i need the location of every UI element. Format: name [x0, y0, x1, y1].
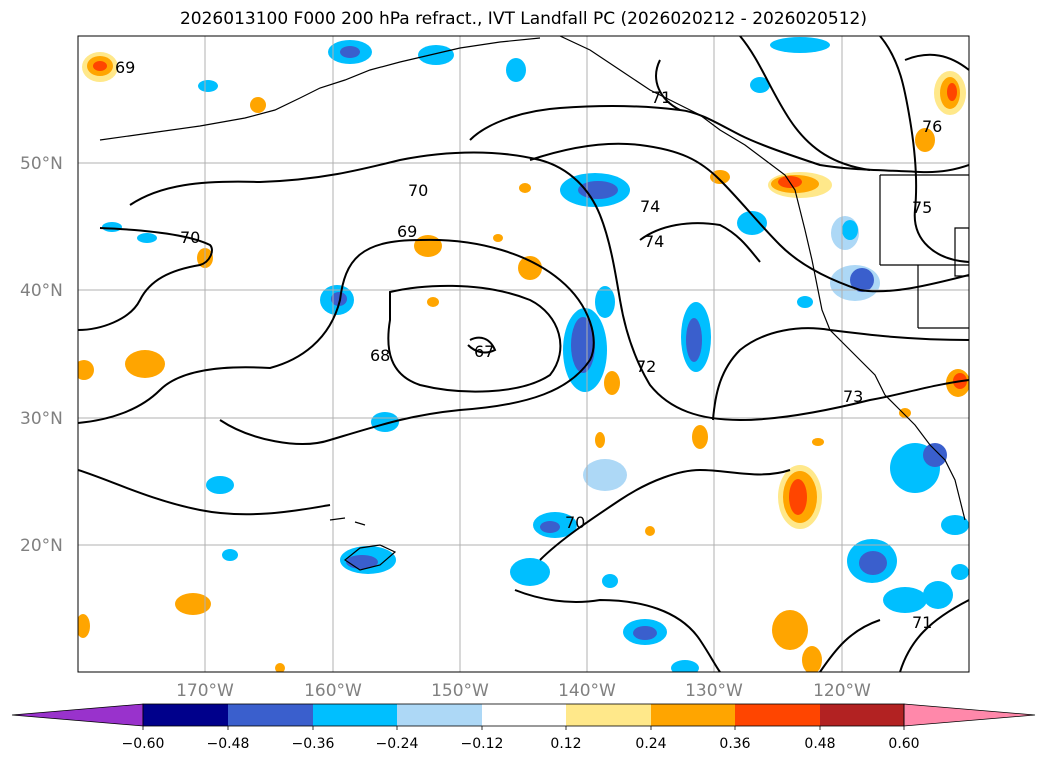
lon-label-170w: 170°W — [176, 681, 234, 701]
contours — [78, 36, 969, 672]
svg-text:72: 72 — [636, 357, 656, 376]
colorbar-segment — [143, 704, 228, 726]
lon-label-130w: 130°W — [685, 681, 743, 701]
colorbar-extend-max — [903, 703, 1036, 727]
colorbar-tick-label: 0.36 — [719, 736, 750, 752]
colorbar-segment — [397, 704, 482, 726]
svg-text:75: 75 — [912, 198, 932, 217]
svg-text:70: 70 — [408, 181, 428, 200]
plot-frame — [77, 35, 970, 673]
colorbar: −0.60 −0.48 −0.36 −0.24 −0.12 0.12 0.24 … — [11, 703, 1036, 752]
lon-label-150w: 150°W — [431, 681, 489, 701]
colorbar-segment — [735, 704, 820, 726]
coastlines — [99, 36, 969, 571]
lon-label-160w: 160°W — [304, 681, 362, 701]
svg-text:69: 69 — [397, 222, 417, 241]
colorbar-extend-min — [11, 703, 144, 727]
lat-label-30n: 30°N — [20, 409, 63, 429]
colorbar-segment — [313, 704, 397, 726]
svg-text:76: 76 — [922, 117, 942, 136]
map-title: 2026013100 F000 200 hPa refract., IVT La… — [179, 9, 867, 29]
colorbar-segment — [820, 704, 904, 726]
colorbar-tick-label: −0.24 — [376, 736, 419, 752]
contour-labels: 69 70 69 70 68 67 74 74 71 72 73 75 76 7… — [115, 58, 942, 632]
colorbar-tick-label: −0.36 — [292, 736, 335, 752]
svg-text:70: 70 — [565, 513, 585, 532]
colorbar-segment — [651, 704, 735, 726]
colorbar-tick-label: 0.24 — [635, 736, 666, 752]
svg-text:74: 74 — [640, 197, 660, 216]
colorbar-tick-label: 0.60 — [888, 736, 919, 752]
colorbar-tick-label: −0.48 — [207, 736, 250, 752]
latitude-labels: 50°N 40°N 30°N 20°N — [20, 154, 63, 556]
svg-text:74: 74 — [644, 232, 664, 251]
lon-label-120w: 120°W — [813, 681, 871, 701]
colorbar-tick-label: 0.48 — [804, 736, 835, 752]
colorbar-tick-label: −0.60 — [122, 736, 165, 752]
svg-text:67: 67 — [474, 342, 494, 361]
lon-label-140w: 140°W — [558, 681, 616, 701]
svg-text:70: 70 — [180, 228, 200, 247]
graticule — [78, 36, 969, 672]
colorbar-tick-label: 0.12 — [550, 736, 581, 752]
colorbar-segment — [566, 704, 651, 726]
lat-label-50n: 50°N — [20, 154, 63, 174]
svg-text:69: 69 — [115, 58, 135, 77]
longitude-labels: 170°W 160°W 150°W 140°W 130°W 120°W — [176, 681, 871, 701]
lat-label-20n: 20°N — [20, 536, 63, 556]
lat-label-40n: 40°N — [20, 281, 63, 301]
svg-text:71: 71 — [651, 88, 671, 107]
colorbar-segment — [482, 704, 566, 726]
colorbar-tick-label: −0.12 — [461, 736, 504, 752]
svg-text:73: 73 — [843, 387, 863, 406]
colorbar-segment — [228, 704, 313, 726]
svg-text:68: 68 — [370, 346, 390, 365]
svg-text:71: 71 — [912, 613, 932, 632]
